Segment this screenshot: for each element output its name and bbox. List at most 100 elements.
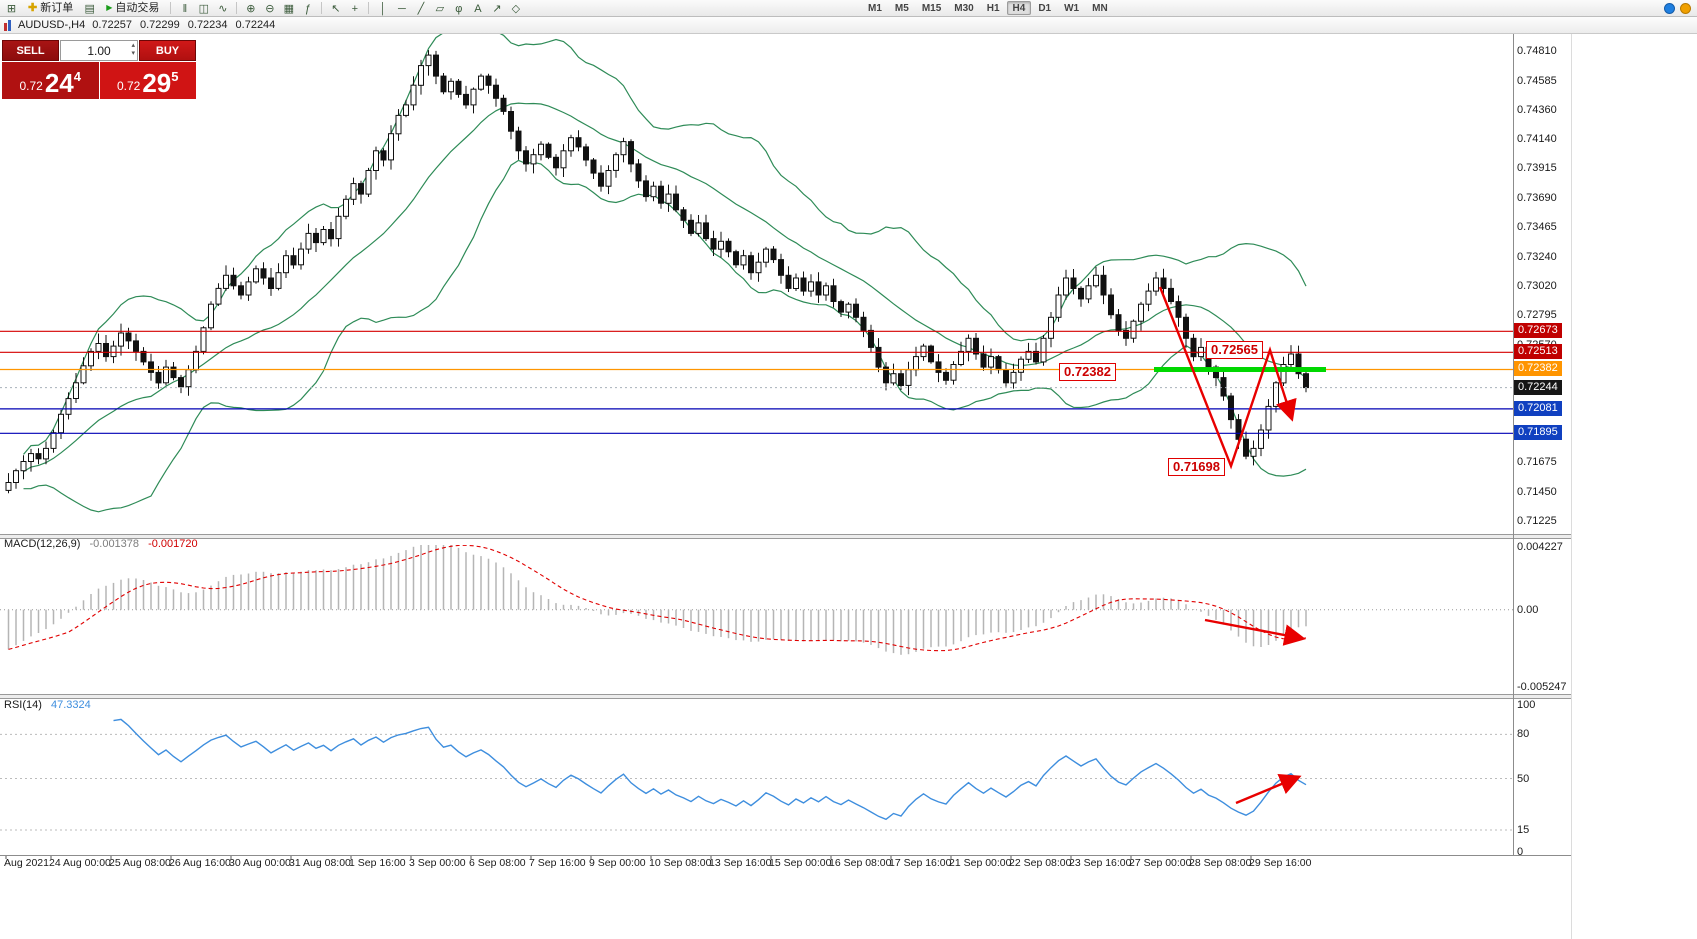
buy-button[interactable]: BUY [139, 40, 196, 61]
price-level-box: 0.72382 [1514, 361, 1562, 377]
price-level-box: 0.72513 [1514, 344, 1562, 360]
timeframe-button-m5[interactable]: M5 [889, 1, 915, 15]
time-label: 9 Sep 00:00 [589, 857, 646, 869]
trendline-button[interactable]: ╱ [417, 2, 425, 15]
timeframe-button-m1[interactable]: M1 [862, 1, 888, 15]
time-label: 25 Aug 08:00 [109, 857, 171, 869]
time-label: 17 Sep 16:00 [889, 857, 952, 869]
price-tick-label: 0.74140 [1517, 132, 1557, 145]
time-label: 6 Sep 08:00 [469, 857, 526, 869]
zoom-out-button[interactable]: ⊖ [265, 2, 275, 15]
status-icon-orange[interactable] [1680, 3, 1691, 14]
one-click-trading-panel: SELL 1.00 ▴ ▾ BUY 0.72 24 4 0.72 29 5 [2, 40, 196, 99]
price-tick-label: 0.73915 [1517, 162, 1557, 175]
time-label: 26 Aug 16:00 [169, 857, 231, 869]
timeframe-button-m30[interactable]: M30 [948, 1, 979, 15]
new-chart-icon[interactable]: ⊞ [6, 2, 17, 15]
time-label: 24 Aug 00:00 [49, 857, 111, 869]
time-label: 27 Sep 00:00 [1129, 857, 1192, 869]
high-value: 0.72299 [140, 19, 180, 31]
price-tick-label: 0.74810 [1517, 45, 1557, 58]
line-chart-type-button[interactable]: ∿ [218, 2, 228, 15]
trade-panel-prices: 0.72 24 4 0.72 29 5 [2, 62, 196, 99]
timeframe-button-mn[interactable]: MN [1086, 1, 1114, 15]
low-value: 0.72234 [187, 19, 228, 31]
volume-spinner[interactable]: ▴ ▾ [131, 42, 135, 58]
time-label: 13 Sep 16:00 [709, 857, 772, 869]
price-tick-label: 0.71450 [1517, 485, 1557, 498]
price-level-box: 0.72673 [1514, 323, 1562, 339]
profile-icon[interactable]: ▤ [84, 2, 95, 15]
price-tick-label: 0.74585 [1517, 74, 1557, 87]
toolbar-separator [368, 2, 370, 14]
fibonacci-button[interactable]: φ [455, 2, 463, 15]
trade-panel-controls: SELL 1.00 ▴ ▾ BUY [2, 40, 196, 61]
crosshair-button[interactable]: + [351, 2, 359, 15]
timeframe-button-h1[interactable]: H1 [981, 1, 1006, 15]
macd-scale-min: -0.005247 [1517, 681, 1567, 693]
rsi-name: RSI(14) [4, 699, 42, 711]
autotrading-button[interactable]: ▶ 自动交易 [100, 1, 165, 16]
buy-price[interactable]: 0.72 29 5 [99, 62, 196, 99]
macd-value: -0.001378 [89, 538, 140, 550]
timeframe-button-w1[interactable]: W1 [1058, 1, 1085, 15]
timeframe-button-d1[interactable]: D1 [1032, 1, 1057, 15]
price-axis-border [1513, 34, 1514, 855]
timeframe-button-h4[interactable]: H4 [1006, 1, 1032, 15]
rsi-scale-label: 80 [1517, 728, 1530, 741]
spinner-down-icon[interactable]: ▾ [131, 50, 135, 57]
price-annotation: 0.72382 [1059, 363, 1116, 381]
candle-chart-type-button[interactable]: ◫ [198, 2, 210, 15]
arrow-tool-button[interactable]: ↗ [492, 2, 502, 15]
new-order-button[interactable]: ✚ 新订单 [22, 1, 79, 16]
vertical-line-button[interactable]: │ [379, 2, 387, 15]
main-toolbar: ⊞ ✚ 新订单 ▤ ▶ 自动交易 ‖ ◫ ∿ ⊕ ⊖ ▦ ƒ ↖ + │ ─ ╱… [0, 0, 1697, 17]
toolbar-right-icons [1664, 3, 1691, 14]
autotrading-label: 自动交易 [115, 2, 160, 14]
cursor-button[interactable]: ↖ [331, 2, 341, 15]
time-label: 22 Sep 08:00 [1009, 857, 1072, 869]
channel-button[interactable]: ▱ [435, 2, 445, 15]
sell-button[interactable]: SELL [2, 40, 59, 61]
panel-separator[interactable] [0, 694, 1572, 699]
sell-price[interactable]: 0.72 24 4 [2, 62, 99, 99]
time-label: 21 Sep 00:00 [949, 857, 1012, 869]
price-tick-label: 0.73465 [1517, 221, 1557, 234]
spinner-up-icon[interactable]: ▴ [131, 42, 135, 49]
price-tick-label: 0.73240 [1517, 250, 1557, 263]
macd-label: MACD(12,26,9) -0.001378 -0.001720 [4, 538, 204, 550]
time-label: 30 Aug 00:00 [229, 857, 291, 869]
sell-price-point: 4 [73, 69, 81, 84]
candle-red [4, 22, 7, 31]
time-label: 31 Aug 08:00 [289, 857, 351, 869]
bar-chart-type-button[interactable]: ‖ [182, 2, 188, 15]
buy-price-prefix: 0.72 [116, 79, 141, 93]
macd-scale-zero: 0.00 [1517, 603, 1539, 616]
status-icon-blue[interactable] [1664, 3, 1675, 14]
time-label: 29 Sep 16:00 [1249, 857, 1312, 869]
panel-separator[interactable] [0, 534, 1572, 539]
volume-value: 1.00 [87, 43, 111, 58]
toolbar-separator [321, 2, 323, 14]
volume-input[interactable]: 1.00 ▴ ▾ [60, 40, 138, 61]
time-label: Aug 2021 [4, 857, 49, 869]
toolbar-separator [170, 2, 172, 14]
close-value: 0.72244 [235, 19, 276, 31]
play-icon: ▶ [106, 3, 113, 12]
rsi-scale-label: 100 [1517, 699, 1536, 711]
shapes-button[interactable]: ◇ [511, 2, 521, 15]
price-tick-label: 0.71225 [1517, 515, 1557, 528]
indicators-button[interactable]: ƒ [304, 2, 311, 15]
text-button[interactable]: A [474, 2, 482, 15]
time-label: 23 Sep 16:00 [1069, 857, 1132, 869]
zoom-in-button[interactable]: ⊕ [246, 2, 256, 15]
price-level-box: 0.72244 [1514, 379, 1562, 395]
ohlc-readout: 0.72257 0.72299 0.72234 0.72244 [92, 19, 275, 31]
tile-windows-button[interactable]: ▦ [283, 2, 295, 15]
timeframe-button-m15[interactable]: M15 [916, 1, 947, 15]
horizontal-line-button[interactable]: ─ [397, 2, 406, 15]
time-axis-border [0, 855, 1572, 856]
buy-price-point: 5 [171, 69, 179, 84]
